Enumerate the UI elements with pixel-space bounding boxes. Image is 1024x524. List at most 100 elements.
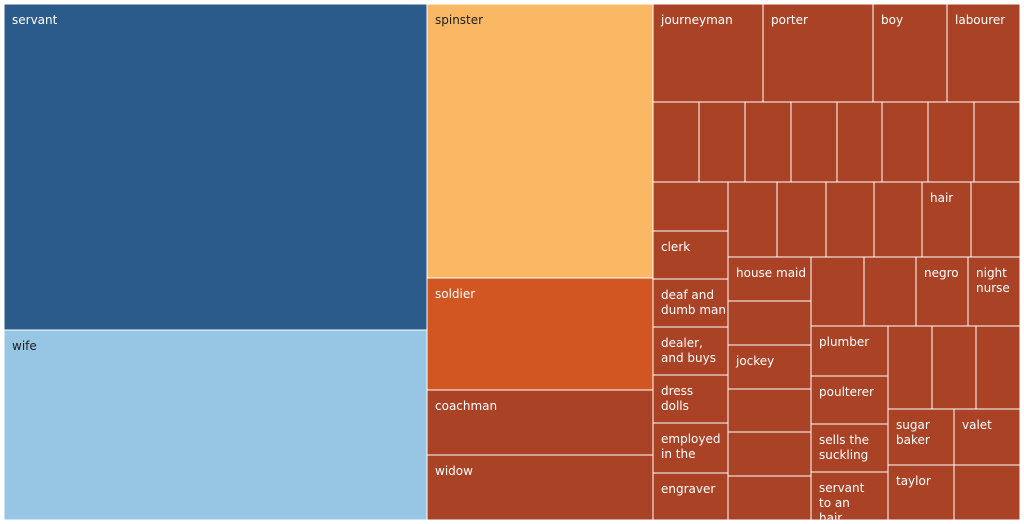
treemap-rect[interactable] — [653, 182, 728, 231]
treemap-label: widow — [435, 464, 473, 478]
treemap-cell-soldier[interactable]: soldier — [427, 278, 653, 390]
treemap-rect[interactable] — [811, 257, 864, 326]
treemap-label: night nurse — [976, 266, 1010, 295]
treemap-label: engraver — [661, 482, 715, 496]
treemap-cell[interactable] — [971, 182, 1020, 257]
treemap-cell[interactable] — [974, 102, 1020, 182]
treemap-rect[interactable] — [791, 102, 837, 182]
treemap-cell-negro[interactable]: negro — [916, 257, 968, 326]
treemap-rect[interactable] — [864, 257, 916, 326]
treemap-cell[interactable] — [932, 326, 976, 409]
treemap-label: journeyman — [660, 13, 733, 27]
treemap-cell-spinster[interactable]: spinster — [427, 4, 653, 278]
treemap-rect[interactable] — [837, 102, 882, 182]
treemap-cell-boy[interactable]: boy — [873, 4, 947, 102]
treemap-rect[interactable] — [932, 326, 976, 409]
treemap-cell[interactable] — [728, 432, 811, 476]
treemap-cell-plumber[interactable]: plumber — [811, 326, 888, 376]
treemap-cell[interactable] — [653, 182, 728, 231]
treemap-cell-poulterer[interactable]: poulterer — [811, 376, 888, 424]
treemap-rect[interactable] — [4, 4, 427, 330]
treemap-label: labourer — [955, 13, 1005, 27]
treemap-rect[interactable] — [699, 102, 745, 182]
treemap-cell[interactable] — [864, 257, 916, 326]
treemap-label: valet — [962, 418, 992, 432]
treemap-rect[interactable] — [811, 376, 888, 424]
treemap-rect[interactable] — [4, 330, 427, 520]
treemap-rect[interactable] — [811, 326, 888, 376]
treemap-cell-journeyman[interactable]: journeyman — [653, 4, 763, 102]
treemap-rect[interactable] — [976, 326, 1020, 409]
treemap-label: spinster — [435, 13, 483, 27]
treemap-label: servant — [12, 13, 58, 27]
treemap-rect[interactable] — [728, 301, 811, 345]
treemap-cell[interactable] — [928, 102, 974, 182]
treemap-rect[interactable] — [888, 326, 932, 409]
treemap-rect[interactable] — [874, 182, 922, 257]
treemap-cell[interactable] — [777, 182, 826, 257]
treemap-label: soldier — [435, 287, 475, 301]
treemap-cell-employed-in-the[interactable]: employed in the — [653, 423, 728, 473]
treemap-cell[interactable] — [976, 326, 1020, 409]
treemap-cell[interactable] — [791, 102, 837, 182]
treemap-rect[interactable] — [728, 182, 777, 257]
treemap-label: boy — [881, 13, 903, 27]
treemap-cell-sugar-baker[interactable]: sugar baker — [888, 409, 954, 465]
treemap-cell[interactable] — [653, 102, 699, 182]
treemap-cell-valet[interactable]: valet — [954, 409, 1020, 465]
treemap-cell-hair[interactable]: hair — [922, 182, 971, 257]
treemap-cell-labourer[interactable]: labourer — [947, 4, 1020, 102]
treemap-rect[interactable] — [728, 432, 811, 476]
treemap-cell-sells-the-suckling[interactable]: sells the suckling — [811, 424, 888, 472]
treemap-cell[interactable] — [874, 182, 922, 257]
treemap-cell-porter[interactable]: porter — [763, 4, 873, 102]
treemap-cell-wife[interactable]: wife — [4, 330, 427, 520]
treemap-label: plumber — [819, 335, 869, 349]
treemap-rect[interactable] — [826, 182, 874, 257]
treemap-label: taylor — [896, 474, 931, 488]
treemap-cell-night-nurse[interactable]: night nurse — [968, 257, 1020, 326]
treemap-cell-servant-to-an-hair[interactable]: servant to an hair — [811, 472, 888, 524]
treemap-cell[interactable] — [728, 182, 777, 257]
treemap-cell[interactable] — [811, 257, 864, 326]
treemap-cell[interactable] — [888, 326, 932, 409]
treemap-label: coachman — [435, 399, 497, 413]
treemap-rect[interactable] — [882, 102, 928, 182]
treemap-cell-house-maid[interactable]: house maid — [728, 257, 811, 301]
treemap-cell[interactable] — [728, 301, 811, 345]
treemap-cell-engraver[interactable]: engraver — [653, 473, 728, 520]
treemap-cell-clerk[interactable]: clerk — [653, 231, 728, 279]
treemap-cell[interactable] — [837, 102, 882, 182]
treemap-cell[interactable] — [882, 102, 928, 182]
treemap-rect[interactable] — [974, 102, 1020, 182]
treemap-rect[interactable] — [728, 476, 811, 520]
treemap-cell-widow[interactable]: widow — [427, 455, 653, 520]
treemap-cell[interactable] — [954, 465, 1020, 520]
treemap-cell-taylor[interactable]: taylor — [888, 465, 954, 520]
treemap-rect[interactable] — [653, 473, 728, 520]
treemap-cell-jockey[interactable]: jockey — [728, 345, 811, 389]
treemap-rect[interactable] — [971, 182, 1020, 257]
treemap-cell[interactable] — [826, 182, 874, 257]
treemap-cell[interactable] — [745, 102, 791, 182]
treemap-cell[interactable] — [728, 389, 811, 432]
treemap-rect[interactable] — [427, 4, 653, 278]
treemap-rect[interactable] — [954, 465, 1020, 520]
treemap-cell-coachman[interactable]: coachman — [427, 390, 653, 455]
treemap-cell-servant[interactable]: servant — [4, 4, 427, 330]
treemap-rect[interactable] — [928, 102, 974, 182]
treemap-cell[interactable] — [699, 102, 745, 182]
treemap-rect[interactable] — [653, 102, 699, 182]
treemap-cell-dress-dolls[interactable]: dress dolls — [653, 375, 728, 423]
treemap-cell-dealer-and-buys[interactable]: dealer, and buys — [653, 327, 728, 375]
treemap-label: jockey — [735, 354, 774, 368]
treemap-rect[interactable] — [745, 102, 791, 182]
treemap-label: hair — [930, 191, 953, 205]
treemap-label: house maid — [736, 266, 806, 280]
treemap-cell[interactable] — [728, 476, 811, 520]
treemap-rect[interactable] — [653, 231, 728, 279]
treemap-rect[interactable] — [728, 389, 811, 432]
treemap-rect[interactable] — [777, 182, 826, 257]
treemap-label: sells the suckling — [819, 433, 869, 462]
treemap-cell-deaf-and-dumb-man[interactable]: deaf and dumb man — [653, 279, 728, 327]
